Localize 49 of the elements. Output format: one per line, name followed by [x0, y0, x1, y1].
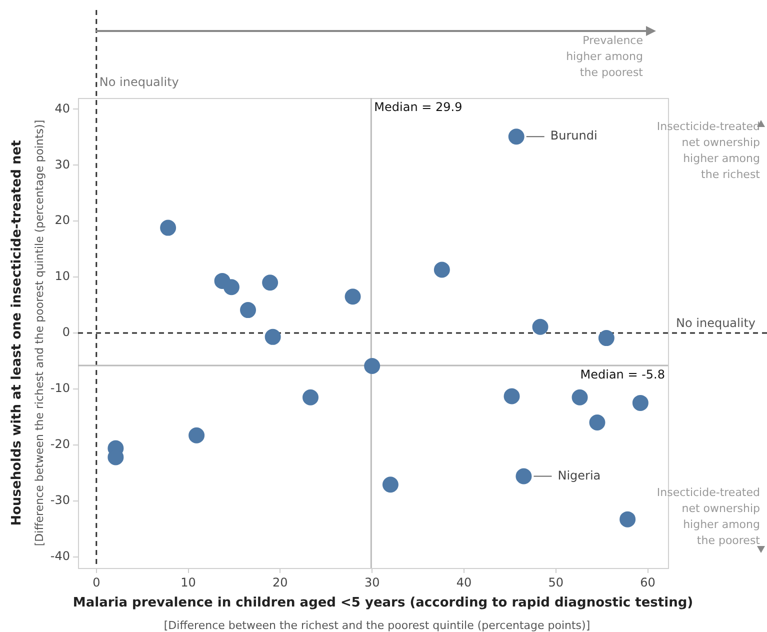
ref-line-label: No inequality	[676, 316, 756, 330]
point	[160, 220, 176, 236]
point	[598, 330, 614, 346]
point	[516, 468, 532, 484]
text: [Difference between the richest and the poorest quintile (percentage points)]	[32, 120, 46, 546]
annotation: Insecticide-treated net ownership higher among the richest	[656, 120, 761, 181]
point	[620, 511, 636, 528]
point	[532, 318, 548, 335]
text: Prevalence higher among the poorest	[566, 34, 644, 79]
point	[344, 288, 361, 305]
text: [Difference between the richest and the poorest quintile (percentage points)]	[164, 618, 590, 632]
point	[302, 389, 319, 406]
x-tick-label: 60	[640, 575, 656, 590]
y-tick-label: -10	[50, 381, 70, 396]
annotation: Nigeria	[558, 468, 601, 482]
y-tick-label: 30	[54, 157, 70, 172]
x-tick-label: 10	[180, 575, 196, 590]
y-tick-label: 40	[54, 101, 70, 116]
y-tick-label: -30	[50, 492, 70, 507]
x-tick-label: 40	[456, 575, 472, 590]
y-tick-label: 0	[62, 325, 70, 340]
y-tick-label: 20	[54, 213, 70, 228]
y-tick-label: -20	[50, 437, 70, 452]
point	[382, 476, 398, 493]
y-tick-label: -40	[50, 548, 70, 563]
ref-line-label: Median = 29.9	[374, 100, 462, 114]
point	[434, 262, 450, 278]
ref-line-label: No inequality	[99, 75, 179, 90]
annotation: Burundi	[550, 128, 598, 143]
y-axis-title: Households with at least one insecticide-treated net	[9, 140, 24, 526]
point	[188, 427, 205, 444]
point	[262, 274, 278, 291]
x-tick-label: 0	[92, 575, 100, 590]
point	[240, 302, 256, 318]
point	[589, 414, 606, 431]
ref-line-label: Median = -5.8	[580, 368, 665, 382]
point	[632, 394, 648, 411]
y-tick-label: 10	[54, 269, 70, 284]
point	[223, 279, 240, 296]
point	[572, 389, 588, 406]
x-tick-label: 30	[364, 575, 380, 590]
point	[504, 388, 520, 404]
x-axis-title: Malaria prevalence in children aged <5 years (according to rapid diagnostic testing)	[72, 595, 694, 610]
annotation: Insecticide-treated net ownership higher among the poorest	[656, 486, 761, 547]
point	[264, 328, 281, 345]
x-tick-label: 50	[548, 575, 564, 590]
point	[508, 128, 524, 145]
point	[364, 358, 380, 374]
x-tick-label: 20	[272, 575, 288, 590]
